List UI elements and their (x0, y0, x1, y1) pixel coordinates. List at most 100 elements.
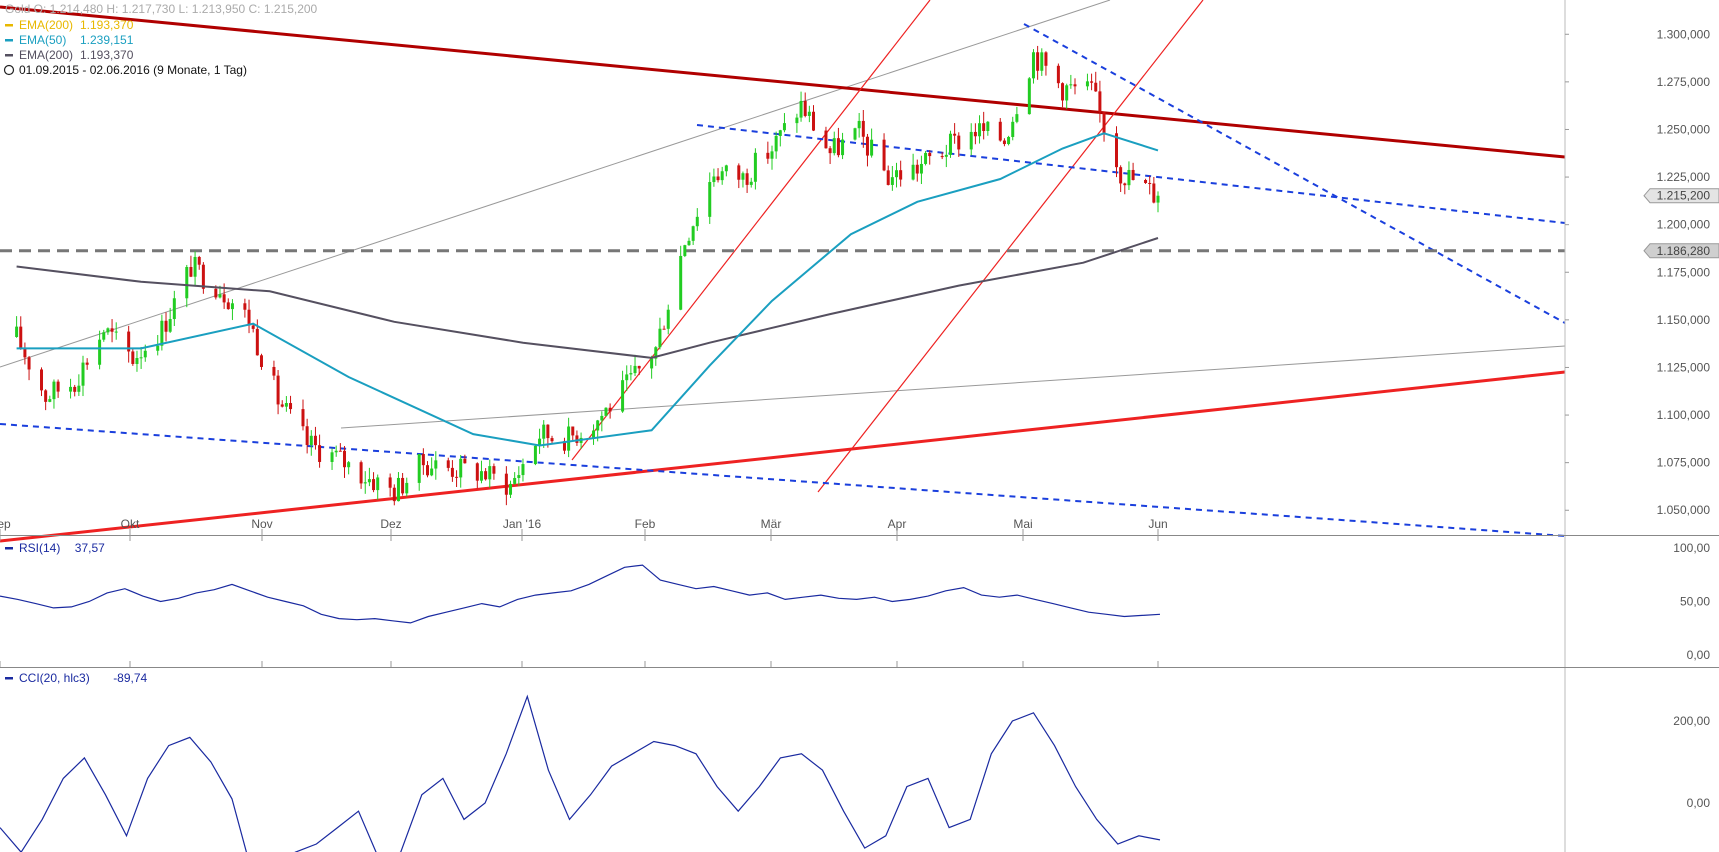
candle (15, 316, 19, 338)
candle (953, 123, 957, 144)
rsi-tick-label: 50,00 (1680, 595, 1710, 609)
candle (1090, 73, 1094, 91)
candle (1007, 135, 1011, 146)
candle (803, 92, 807, 118)
candle (201, 262, 205, 294)
candle (81, 355, 85, 397)
y-tick-label: 1.250,000 (1657, 122, 1711, 136)
candle (836, 127, 840, 158)
candle (766, 141, 770, 164)
candle (1119, 165, 1123, 193)
candle (716, 168, 720, 183)
candle (824, 126, 828, 149)
candle (455, 470, 459, 487)
x-tick-label: Mai (1013, 517, 1032, 531)
candle (957, 132, 961, 157)
candle (509, 480, 513, 499)
candle (911, 153, 915, 181)
y-tick-label: 1.075,000 (1657, 456, 1711, 470)
y-tick-label: 1.125,000 (1657, 360, 1711, 374)
candle (571, 426, 575, 441)
candle (114, 322, 118, 340)
candle (1156, 191, 1160, 213)
candle (812, 105, 816, 132)
candle (69, 378, 73, 399)
candle (247, 299, 251, 334)
candle (886, 165, 890, 186)
candle (492, 463, 496, 480)
legend-entry-value: 1.193,370 (80, 48, 134, 62)
rsi-tick-label: 100,00 (1673, 541, 1710, 555)
candle (479, 460, 483, 484)
candle (168, 307, 172, 333)
candle (857, 112, 861, 138)
candle (986, 121, 990, 136)
candle (853, 127, 857, 141)
candle (318, 434, 322, 468)
candle (347, 461, 351, 475)
support-price-tag-text: 1.186,280 (1657, 244, 1711, 258)
y-tick-label: 1.050,000 (1657, 503, 1711, 517)
candle (44, 389, 48, 411)
candle (745, 168, 749, 193)
candle (666, 304, 670, 335)
x-tick-label: Okt (121, 517, 140, 531)
candle (313, 426, 317, 450)
candle (1114, 126, 1118, 178)
candle (1031, 49, 1035, 84)
rsi-legend: RSI(14) 37,57 (5, 541, 105, 555)
candle (396, 472, 400, 502)
rsi-legend-label: RSI(14) (19, 541, 60, 555)
candle (1085, 73, 1089, 91)
candle (1152, 176, 1156, 204)
candle (870, 128, 874, 158)
y-tick-label: 1.200,000 (1657, 218, 1711, 232)
candle (1069, 74, 1073, 89)
candle (1148, 175, 1152, 195)
candle (533, 445, 537, 466)
candle (637, 365, 641, 376)
candle (450, 460, 454, 482)
candle (388, 473, 392, 497)
candle (799, 91, 803, 122)
candle (741, 171, 745, 188)
candle (1036, 45, 1040, 80)
rsi-legend-value: 37,57 (75, 541, 105, 555)
candle (52, 379, 56, 409)
x-tick-label: Dez (380, 517, 401, 531)
y-tick-label: 1.275,000 (1657, 75, 1711, 89)
candle (1098, 80, 1102, 123)
candle (513, 472, 517, 485)
y-tick-label: 1.100,000 (1657, 408, 1711, 422)
candle (778, 129, 782, 147)
candle (928, 150, 932, 165)
candle (367, 467, 371, 487)
y-tick-label: 1.150,000 (1657, 313, 1711, 327)
x-tick-label: Jun (1148, 517, 1167, 531)
cci-tick-label: 0,00 (1687, 796, 1711, 810)
candle (135, 350, 139, 372)
legend-entry: EMA(200) 1.193,370 (5, 18, 134, 32)
candle (110, 319, 114, 343)
candle (309, 430, 313, 456)
candle (832, 131, 836, 156)
candle (973, 123, 977, 145)
x-tick-label: Feb (635, 517, 656, 531)
candle (197, 255, 201, 270)
candle (421, 448, 425, 475)
candle (600, 411, 604, 432)
candle (621, 370, 625, 413)
candle (608, 403, 612, 419)
candle (243, 298, 247, 318)
candle (604, 407, 608, 417)
candle (430, 457, 434, 477)
candle (1144, 178, 1148, 184)
last-price-tag: 1.215,200 (1643, 188, 1719, 204)
candle (1040, 48, 1044, 76)
candle (475, 462, 479, 489)
candle (567, 417, 571, 458)
candle (1131, 162, 1135, 181)
candle (363, 471, 367, 494)
date-range-label: 01.09.2015 - 02.06.2016 (9 Monate, 1 Tag… (19, 63, 247, 77)
candle (131, 347, 135, 366)
